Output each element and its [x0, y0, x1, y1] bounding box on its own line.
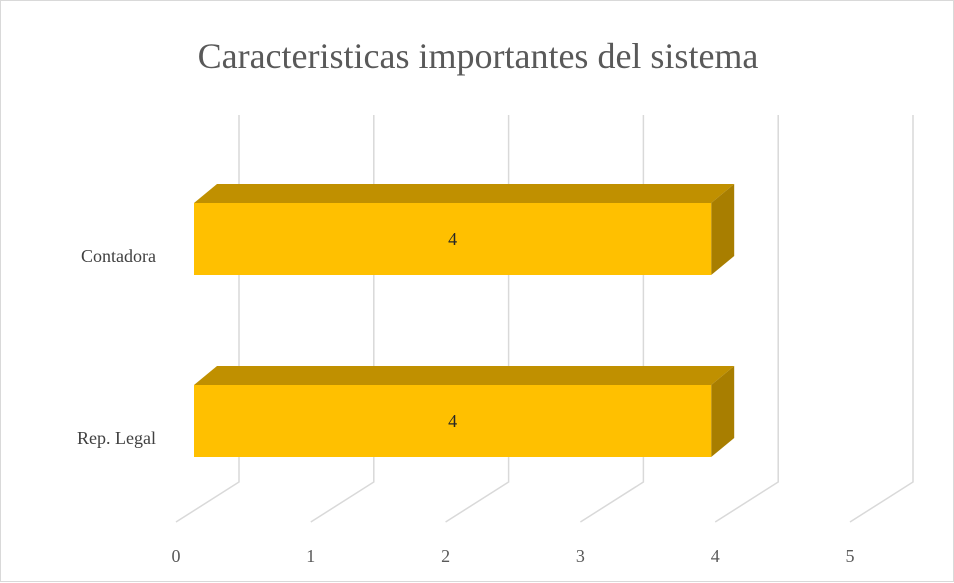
bar-top-face — [194, 366, 735, 385]
category-labels: Contadora Rep. Legal — [77, 246, 156, 448]
category-label: Contadora — [81, 246, 156, 266]
x-tick-label: 2 — [441, 546, 450, 566]
bars: 44 — [194, 184, 735, 457]
x-tick-label: 0 — [172, 546, 181, 566]
bar-top-face — [194, 184, 735, 203]
bar-data-label: 4 — [448, 229, 457, 249]
category-label: Rep. Legal — [77, 428, 156, 448]
bar-data-label: 4 — [448, 411, 457, 431]
gridline — [445, 115, 510, 523]
bar: 4 — [194, 366, 735, 457]
gridline — [714, 115, 779, 523]
gridline — [175, 115, 240, 523]
bar-front-face — [194, 385, 712, 457]
bar-side-face — [711, 184, 735, 275]
x-axis-ticks: 0 1 2 3 4 5 — [172, 546, 855, 566]
gridline — [849, 115, 914, 523]
x-tick-label: 5 — [846, 546, 855, 566]
gridline — [310, 115, 375, 523]
gridlines — [175, 115, 914, 523]
gridline — [579, 115, 645, 523]
bar: 4 — [194, 184, 735, 275]
bar-side-face — [711, 366, 735, 457]
x-tick-label: 3 — [576, 546, 585, 566]
bar-front-face — [194, 203, 712, 275]
x-tick-label: 4 — [711, 546, 720, 566]
chart-title: Caracteristicas importantes del sistema — [198, 36, 759, 76]
x-tick-label: 1 — [306, 546, 315, 566]
